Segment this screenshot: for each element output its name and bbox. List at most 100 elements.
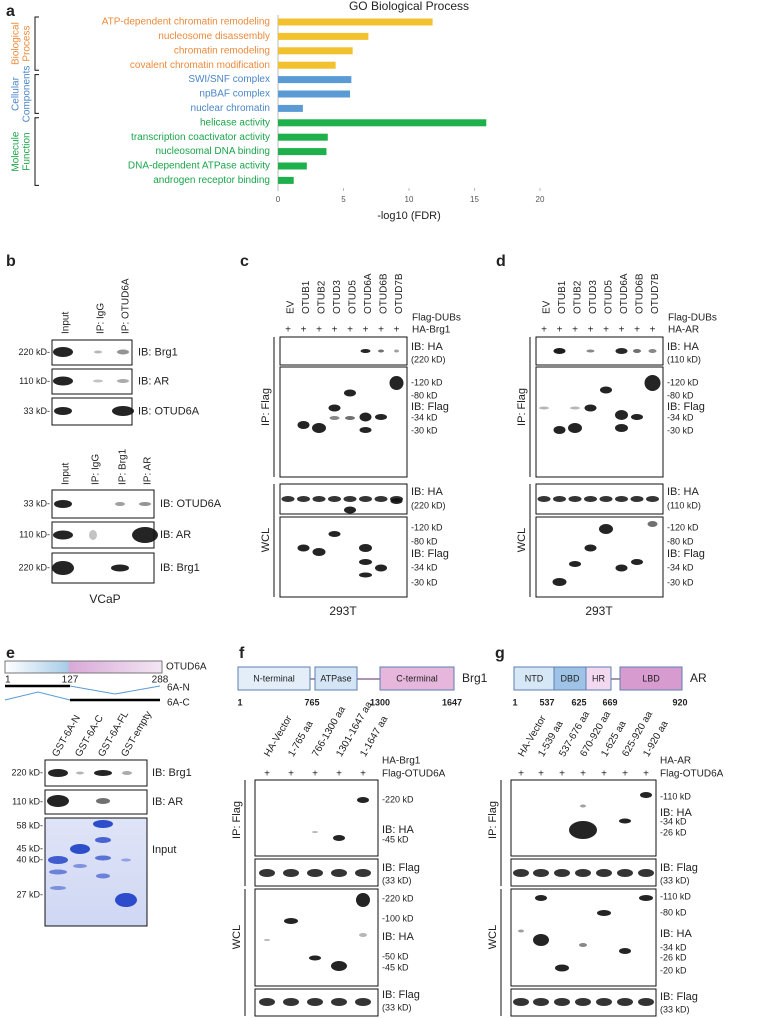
- label: IP: IgG: [96, 303, 107, 334]
- label: -120 kD: [411, 522, 443, 532]
- band: [344, 389, 356, 397]
- band: [596, 998, 612, 1006]
- x-tick-label: 10: [405, 195, 414, 204]
- group-label: Process: [22, 26, 33, 62]
- bar: [278, 61, 336, 69]
- label: +: [559, 769, 565, 780]
- band: [553, 426, 566, 434]
- bracket: [34, 117, 39, 186]
- label: -34 kD: [667, 412, 694, 422]
- band: [535, 895, 547, 901]
- bar: [278, 148, 327, 156]
- label: Flag-OTUD6A: [660, 769, 724, 780]
- label: (33 kD): [382, 1002, 412, 1012]
- band: [617, 869, 633, 877]
- label: IB: Flag: [660, 991, 698, 1003]
- label: NTD: [525, 673, 544, 683]
- label: WCL: [260, 528, 272, 552]
- label: 920: [672, 697, 687, 707]
- label: -110 kD: [660, 791, 691, 801]
- band: [89, 530, 97, 540]
- label: IB: HA: [660, 928, 692, 940]
- label: IP: IgG: [91, 454, 102, 485]
- band: [554, 998, 570, 1006]
- blot: [51, 368, 133, 395]
- label: -30 kD: [667, 425, 694, 435]
- label: +: [336, 769, 342, 780]
- domain: [314, 666, 358, 691]
- band: [568, 423, 582, 433]
- band: [552, 578, 567, 586]
- panel-letter: d: [496, 253, 506, 270]
- band: [122, 771, 132, 775]
- x-tick-label: 20: [536, 195, 545, 204]
- blot: [510, 779, 657, 857]
- label: 1: [5, 675, 11, 686]
- label: IB: HA: [667, 486, 699, 498]
- band: [539, 406, 549, 410]
- band: [297, 421, 310, 429]
- label: 625: [571, 697, 586, 707]
- label: -120 kD: [667, 522, 699, 532]
- label: 58 kD-: [16, 820, 43, 830]
- band: [121, 858, 131, 862]
- label: N-terminal: [253, 673, 295, 683]
- band: [375, 564, 387, 572]
- band: [533, 934, 549, 946]
- bar: [278, 18, 433, 26]
- label: 6A-N: [167, 683, 190, 694]
- band: [54, 500, 72, 508]
- band: [345, 416, 355, 420]
- label: -45 kD: [382, 834, 409, 844]
- band: [94, 350, 102, 354]
- band: [638, 998, 654, 1006]
- bar: [278, 176, 294, 184]
- band: [52, 561, 74, 575]
- band: [331, 998, 347, 1006]
- band: [615, 496, 628, 502]
- band: [355, 869, 371, 877]
- label: -34 kD: [411, 412, 438, 422]
- band: [96, 873, 110, 879]
- band: [554, 869, 570, 877]
- band: [586, 349, 595, 353]
- label: (33 kD): [660, 1004, 690, 1014]
- label: 220 kD-: [11, 767, 43, 777]
- category-label: SWI/SNF complex: [188, 74, 270, 85]
- band: [580, 804, 586, 808]
- label: Brg1: [462, 671, 488, 685]
- band: [48, 769, 68, 777]
- band: [375, 414, 387, 420]
- label: (220 kD): [411, 500, 446, 510]
- label: 40 kD-: [16, 854, 43, 864]
- band: [513, 869, 529, 877]
- label: 537: [539, 697, 554, 707]
- x-axis-label: -log10 (FDR): [377, 210, 441, 222]
- category-label: nucleosome disassembly: [158, 31, 270, 42]
- label: +: [538, 769, 544, 780]
- band: [259, 869, 275, 877]
- band: [615, 564, 628, 572]
- band: [50, 886, 66, 890]
- label: (33 kD): [382, 875, 412, 885]
- label: IB: AR: [160, 529, 191, 541]
- label: HR: [592, 673, 605, 683]
- label: 1: [237, 697, 242, 707]
- band: [615, 348, 628, 354]
- label: -34 kD: [411, 562, 438, 572]
- label: IP: Flag: [231, 801, 243, 839]
- band: [570, 406, 580, 410]
- blot: [254, 888, 379, 987]
- band: [96, 798, 110, 804]
- label: +: [603, 325, 609, 336]
- band: [312, 423, 326, 433]
- panel-letter: a: [6, 3, 15, 20]
- label: 33 kD-: [23, 498, 50, 508]
- bar: [278, 119, 487, 127]
- band: [47, 795, 69, 807]
- label: LBD: [642, 673, 660, 683]
- label: -50 kD: [382, 951, 409, 961]
- band: [344, 506, 356, 514]
- label: OTUD6B: [635, 273, 646, 314]
- band: [356, 893, 370, 907]
